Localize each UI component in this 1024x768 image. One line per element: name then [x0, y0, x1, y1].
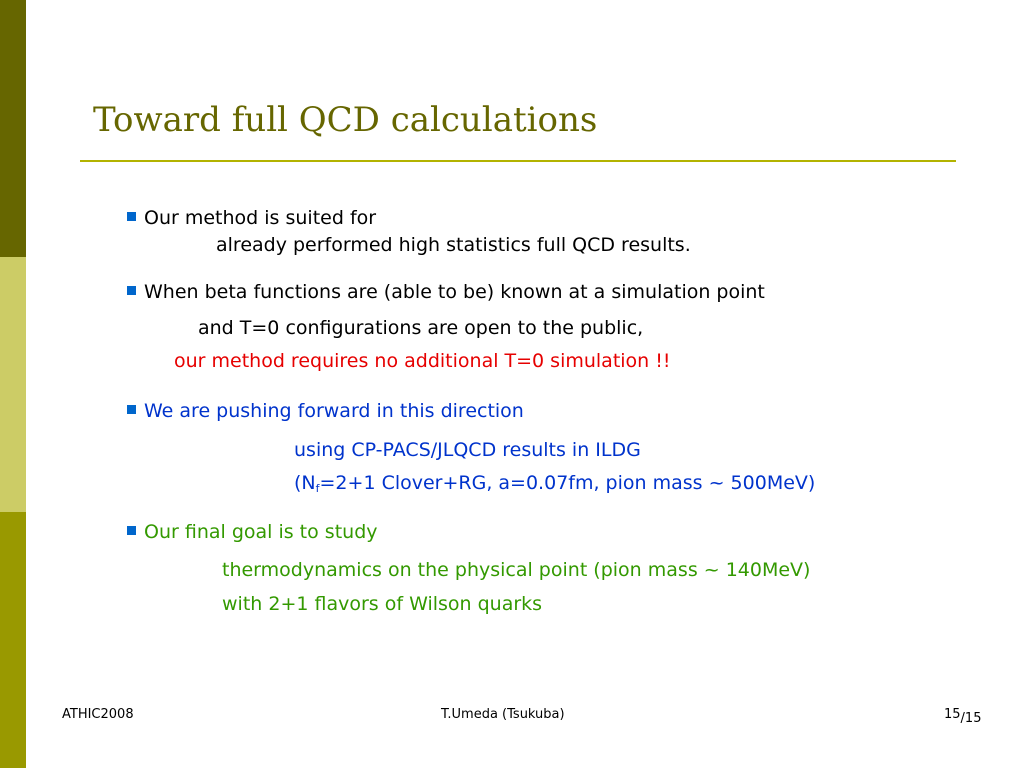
bullet-3-text: We are pushing forward in this direction	[144, 400, 524, 422]
bullet-1-text: Our method is suited for	[144, 207, 377, 229]
bullet-4-continuation-2: with 2+1 flavors of Wilson quarks	[222, 593, 543, 615]
bullet-2-continuation: and T=0 configurations are open to the p…	[198, 317, 644, 339]
bullet-3: We are pushing forward in this direction	[127, 400, 524, 422]
bullet-2-emphasis: our method requires no additional T=0 si…	[174, 350, 671, 372]
bullet-1: Our method is suited for	[127, 207, 376, 229]
bullet-3-parameters: (Nf=2+1 Clover+RG, a=0.07fm, pion mass ~…	[294, 472, 815, 495]
title-divider	[80, 160, 956, 162]
square-bullet-icon	[127, 405, 136, 414]
page-current: 15	[944, 707, 961, 722]
params-prefix: (N	[294, 472, 316, 494]
bullet-4-text: Our final goal is to study	[144, 521, 378, 543]
footer-event: ATHIC2008	[62, 707, 134, 722]
bullet-4-continuation: thermodynamics on the physical point (pi…	[222, 559, 811, 581]
square-bullet-icon	[127, 526, 136, 535]
slide-title: Toward full QCD calculations	[93, 100, 598, 140]
square-bullet-icon	[127, 212, 136, 221]
bullet-2-text: When beta functions are (able to be) kno…	[144, 281, 765, 303]
params-subscript: f	[315, 482, 320, 495]
page-total: /15	[960, 711, 982, 726]
sidebar-band-light	[0, 257, 26, 512]
square-bullet-icon	[127, 286, 136, 295]
footer-page-number: 15/15	[944, 707, 981, 726]
bullet-3-continuation: using CP-PACS/JLQCD results in ILDG	[294, 439, 641, 461]
bullet-1-continuation: already performed high statistics full Q…	[216, 234, 691, 256]
sidebar-decoration	[0, 0, 26, 768]
params-rest: =2+1 Clover+RG, a=0.07fm, pion mass ~ 50…	[319, 472, 816, 494]
bullet-2: When beta functions are (able to be) kno…	[127, 281, 765, 303]
bullet-4: Our final goal is to study	[127, 521, 378, 543]
footer-author: T.Umeda (Tsukuba)	[441, 707, 565, 722]
sidebar-band-dark	[0, 0, 26, 257]
sidebar-band-mid	[0, 512, 26, 768]
